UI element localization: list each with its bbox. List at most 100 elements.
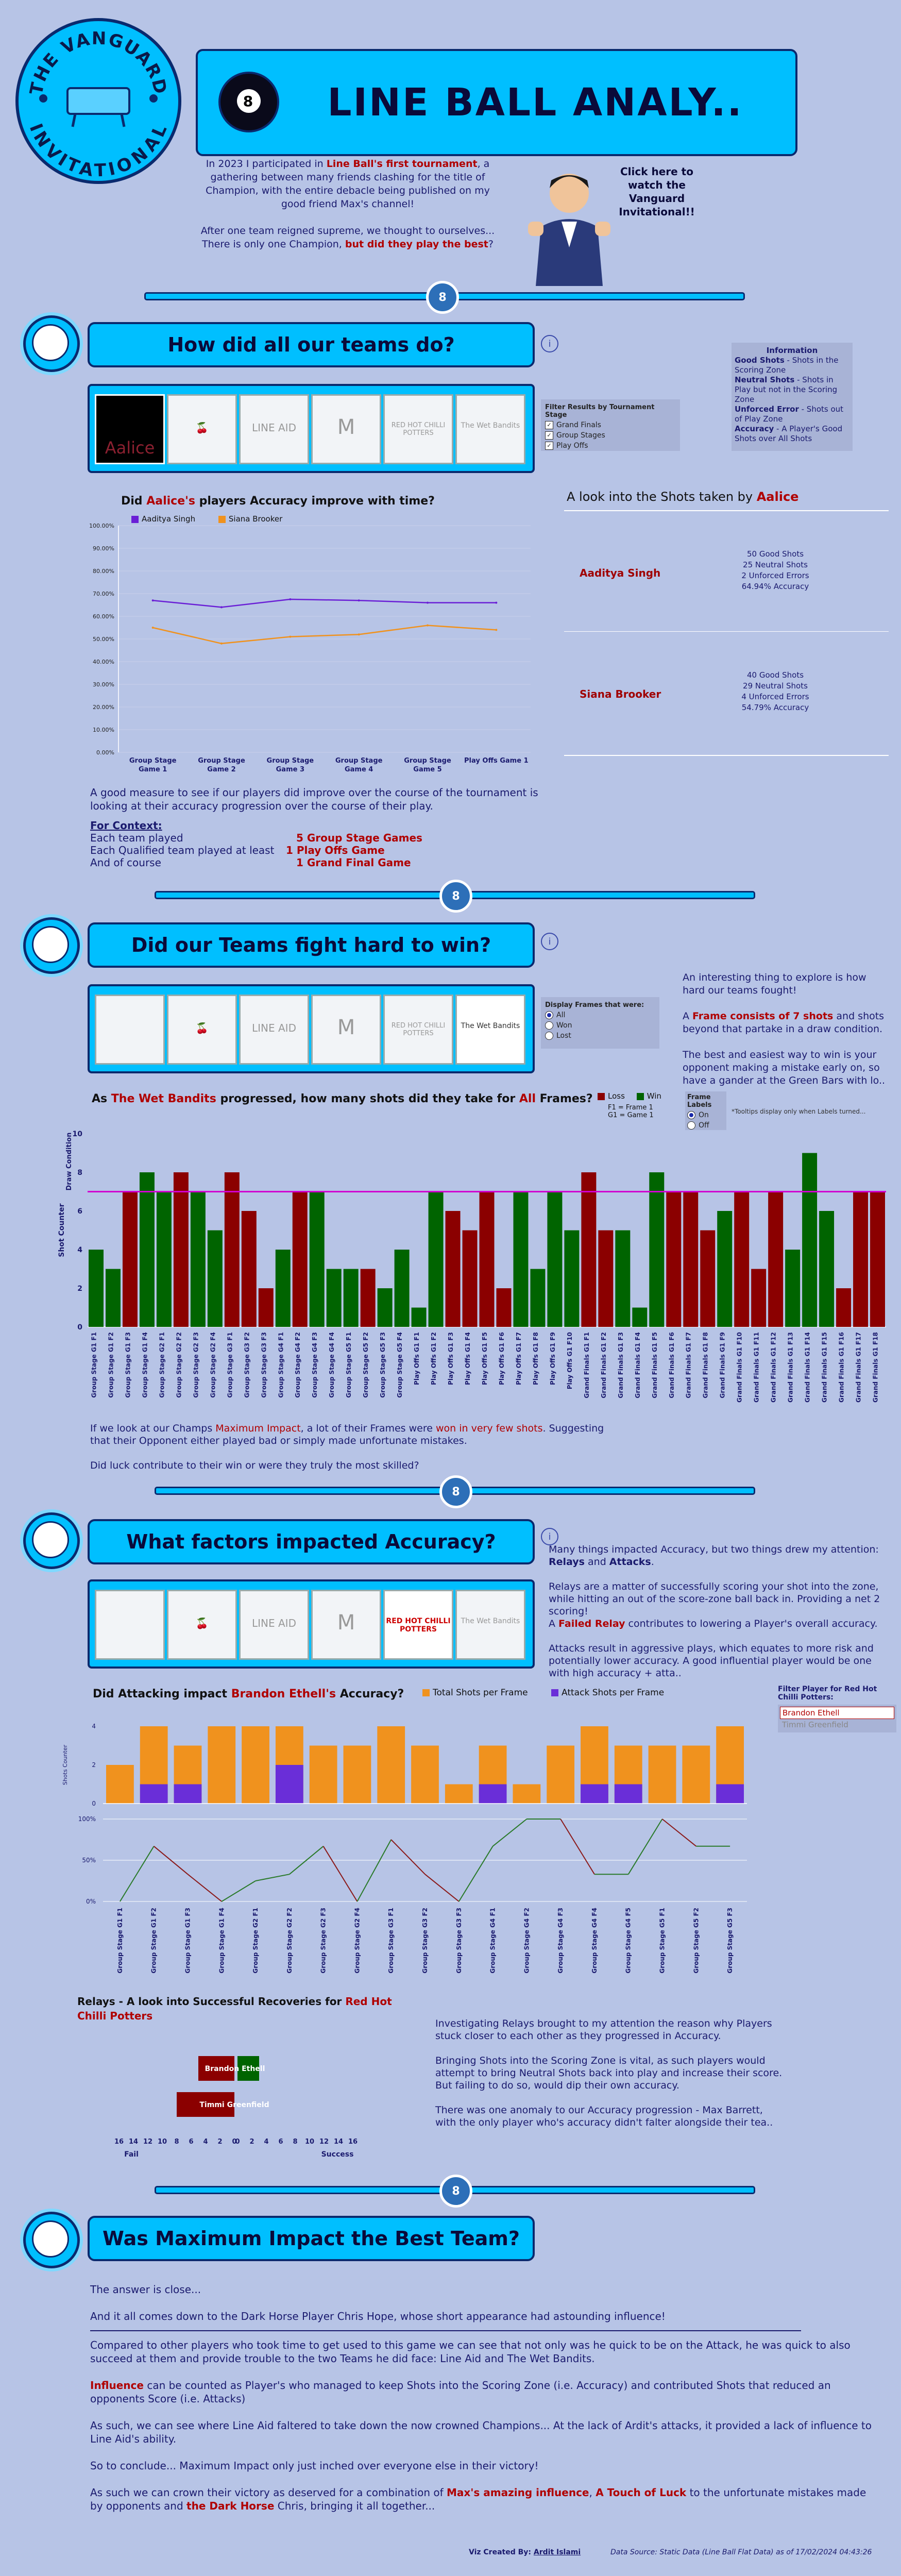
team-logo-maximum-impact[interactable]: M	[311, 995, 381, 1065]
x-tick-label: 2	[249, 2138, 254, 2146]
bar	[105, 1269, 121, 1327]
team-logo-aalice[interactable]	[95, 995, 165, 1065]
labels-off[interactable]: Off	[687, 1121, 724, 1130]
team-logo-line-aid[interactable]: LINE AID	[239, 1590, 309, 1660]
frames-filter: Display Frames that were: All Won Lost	[541, 997, 659, 1049]
x-tick-label: Group Stage G5 F1	[659, 1908, 666, 1974]
team-logo-maximum-impact[interactable]: M	[311, 394, 381, 464]
filter-grand-finals[interactable]: ✓ Grand Finals	[545, 421, 676, 429]
author-link[interactable]: Ardit Islami	[533, 2548, 581, 2556]
watch-video-link[interactable]: Click here to watch the Vanguard Invitat…	[619, 165, 695, 218]
filter-lost[interactable]: Lost	[545, 1032, 655, 1040]
bar	[513, 1191, 529, 1327]
team-logo-hot-chilli[interactable]: RED HOT CHILLI POTTERS	[383, 1590, 453, 1660]
team-logo-aalice[interactable]	[95, 1590, 165, 1660]
team-logos-3: 🍒 LINE AID M RED HOT CHILLI POTTERS The …	[88, 1579, 535, 1669]
bar	[139, 1172, 155, 1327]
info-icon[interactable]: i	[541, 1528, 558, 1545]
x-tick-label: Group Stage G5 F2	[692, 1908, 700, 1974]
filter-brandon[interactable]: Brandon Ethell	[780, 1707, 894, 1719]
team-logo-cherries[interactable]: 🍒	[167, 394, 237, 464]
x-tick-label: 0	[232, 2138, 236, 2146]
s4-text: The answer is close... And it all comes …	[90, 2283, 872, 2512]
s1-description: A good measure to see if our players did…	[90, 786, 538, 812]
accuracy-segment	[322, 1846, 358, 1902]
bar-attack	[140, 1784, 168, 1804]
x-tick-label: Play Offs G1 F7	[515, 1332, 522, 1385]
x-tick-label: Grand Finals G1 F8	[702, 1332, 709, 1398]
context-block: For Context: Each team played 5 Group Sta…	[90, 819, 422, 869]
bar	[224, 1172, 240, 1327]
filter-all[interactable]: All	[545, 1011, 655, 1019]
accuracy-segment	[661, 1819, 696, 1847]
team-logo-maximum-impact[interactable]: M	[311, 1590, 381, 1660]
labels-on[interactable]: On	[687, 1111, 724, 1119]
bar	[768, 1191, 784, 1327]
x-tick-label: Group Stage G5 F3	[379, 1332, 386, 1398]
bar	[292, 1191, 308, 1327]
player2-name: Siana Brooker	[580, 688, 661, 700]
shots-title: A look into the Shots taken by Aalice	[567, 490, 799, 504]
bar	[853, 1191, 869, 1327]
bar	[547, 1191, 563, 1327]
bar	[836, 1288, 852, 1327]
shots-divider-bottom	[564, 755, 889, 756]
filter-play-offs[interactable]: ✓ Play Offs	[545, 442, 676, 450]
bar	[394, 1250, 410, 1327]
x-tick-label: Group Stage G2 F3	[320, 1908, 327, 1974]
bar	[445, 1211, 461, 1327]
filter-won[interactable]: Won	[545, 1021, 655, 1030]
bar	[343, 1269, 359, 1327]
bar	[326, 1269, 342, 1327]
x-tick-label: Grand Finals G1 F6	[668, 1332, 675, 1398]
bar	[666, 1191, 682, 1327]
y-tick-label: 100%	[78, 1815, 96, 1823]
section4-title: Was Maximum Impact the Best Team?	[103, 2227, 520, 2250]
legend-aaditya: Aaditya Singh	[142, 514, 196, 524]
bar-total	[106, 1765, 134, 1804]
info-icon[interactable]: i	[541, 335, 558, 352]
bar	[360, 1269, 376, 1327]
s2-text: An interesting thing to explore is how h…	[683, 972, 886, 1086]
x-tick-label: Group Stage G3 F2	[243, 1332, 250, 1398]
bar	[564, 1230, 580, 1327]
y-tick-label: 80.00%	[93, 568, 114, 575]
section2-title: Did our Teams fight hard to win?	[131, 934, 491, 956]
bar	[530, 1269, 546, 1327]
separator-badge: 8	[439, 1475, 472, 1508]
team-logo-wet-bandits[interactable]: The Wet Bandits	[455, 1590, 525, 1660]
team-logo-line-aid[interactable]: LINE AID	[239, 394, 309, 464]
section4-banner: Was Maximum Impact the Best Team?	[88, 2216, 535, 2261]
filter-timmi[interactable]: Timmi Greenfield	[782, 1720, 848, 1729]
x-tick-label: Group Stage	[198, 757, 245, 765]
x-tick-label: Grand Finals G1 F17	[855, 1332, 862, 1403]
team-logo-cherries[interactable]: 🍒	[167, 995, 237, 1065]
bar	[496, 1288, 512, 1327]
y-tick-label: 6	[77, 1207, 82, 1216]
host-photo[interactable]	[525, 165, 613, 286]
bar-total	[445, 1784, 473, 1804]
bar-attack	[275, 1765, 303, 1804]
y-tick-label: 0	[77, 1323, 82, 1332]
team-logos-1: Aalice 🍒 LINE AID M RED HOT CHILLI POTTE…	[88, 384, 535, 473]
x-tick-label: Group Stage G1 F3	[184, 1908, 191, 1974]
team-logo-cherries[interactable]: 🍒	[167, 1590, 237, 1660]
team-logo-wet-bandits[interactable]: The Wet Bandits	[455, 394, 525, 464]
x-tick-label: 6	[278, 2138, 283, 2146]
team-logo-hot-chilli[interactable]: RED HOT CHILLI POTTERS	[383, 995, 453, 1065]
bar-total	[648, 1745, 676, 1804]
x-tick-label: Grand Finals G1 F11	[753, 1332, 760, 1403]
info-icon[interactable]: i	[541, 933, 558, 950]
y-tick-label: 30.00%	[93, 681, 114, 688]
x-tick-label: Play Offs G1 F5	[481, 1332, 488, 1385]
y-tick-label: 8	[77, 1169, 82, 1177]
team-logo-wet-bandits[interactable]: The Wet Bandits	[455, 995, 525, 1065]
data-point	[358, 633, 360, 636]
team-logo-hot-chilli[interactable]: RED HOT CHILLI POTTERS	[383, 394, 453, 464]
team-logo-aalice[interactable]: Aalice	[95, 394, 165, 464]
team-logo-line-aid[interactable]: LINE AID	[239, 995, 309, 1065]
tooltip-note: *Tooltips display only when Labels turne…	[732, 1108, 866, 1115]
data-point	[495, 629, 498, 631]
filter-group-stages[interactable]: ✓ Group Stages	[545, 431, 676, 440]
bar-total	[411, 1745, 439, 1804]
